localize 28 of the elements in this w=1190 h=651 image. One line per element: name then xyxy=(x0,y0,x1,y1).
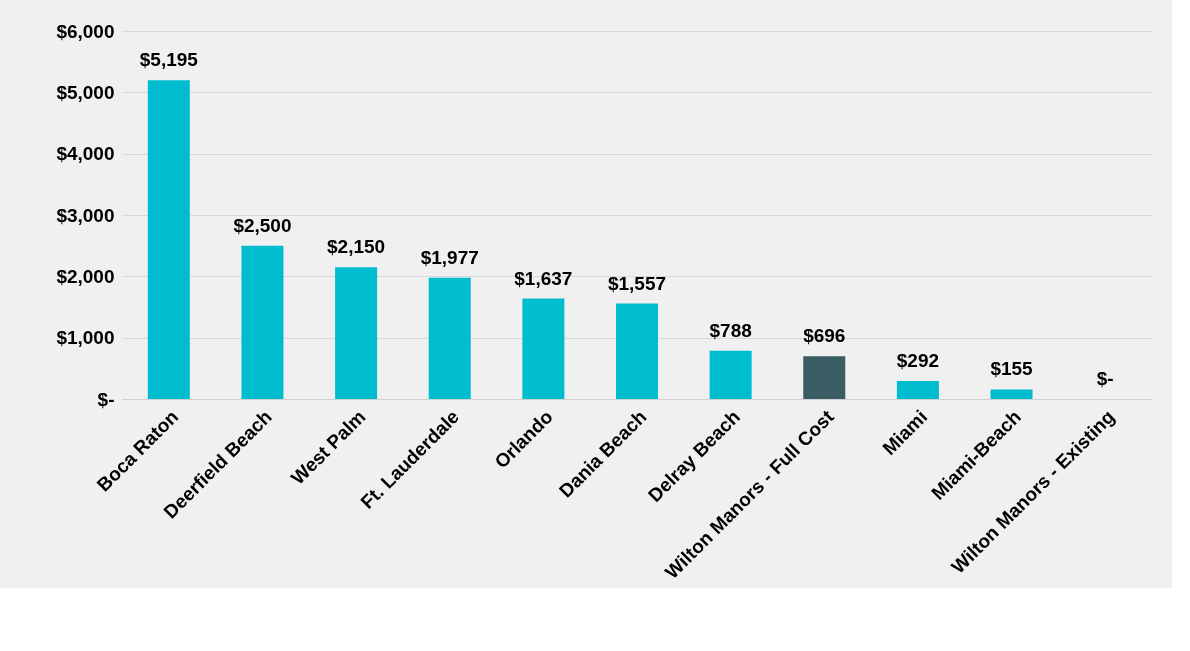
data-label: $- xyxy=(1096,368,1114,389)
data-label: $2,150 xyxy=(327,236,386,258)
y-tick-label: $1,000 xyxy=(56,327,115,349)
data-label: $696 xyxy=(803,325,846,347)
bar xyxy=(709,350,752,399)
y-tick-label: $3,000 xyxy=(56,204,115,226)
y-tick-label: $4,000 xyxy=(56,143,115,165)
data-label: $2,500 xyxy=(233,214,292,236)
y-tick-label: $5,000 xyxy=(56,81,115,103)
y-tick-label: $6,000 xyxy=(56,20,115,42)
bar xyxy=(522,298,565,399)
bar xyxy=(896,381,939,399)
bar xyxy=(241,245,284,399)
data-label: $788 xyxy=(709,319,752,341)
y-tick-label: $2,000 xyxy=(56,265,115,287)
data-label: $1,977 xyxy=(420,246,479,268)
bar xyxy=(147,80,190,399)
bar xyxy=(335,267,378,399)
data-label: $5,195 xyxy=(139,49,199,71)
y-tick-label: $- xyxy=(97,388,115,410)
bar xyxy=(803,356,846,399)
bar xyxy=(428,277,471,399)
data-label: $292 xyxy=(896,350,940,372)
data-label: $1,637 xyxy=(514,267,573,289)
data-label: $155 xyxy=(990,358,1034,380)
data-label: $1,557 xyxy=(607,272,667,294)
bar xyxy=(990,389,1033,399)
bar xyxy=(616,303,658,399)
